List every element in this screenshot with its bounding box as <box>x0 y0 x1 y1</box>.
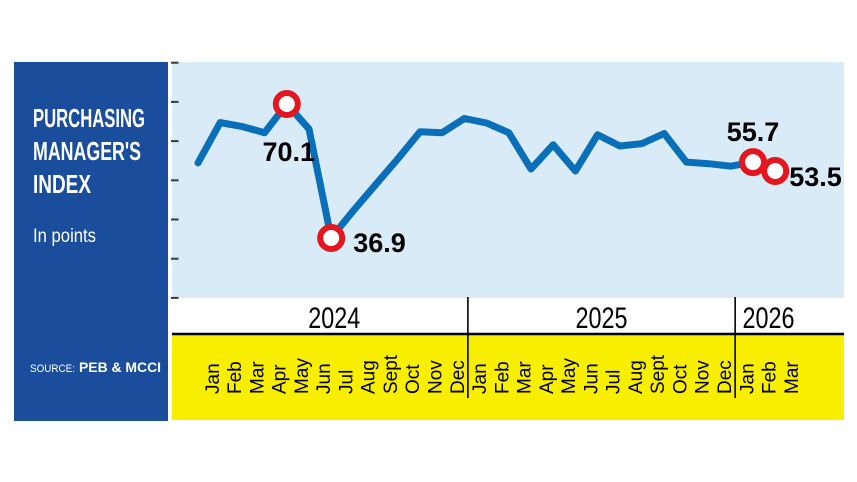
point-value-label: 70.1 <box>263 137 316 167</box>
month-tick-label: Aug <box>626 360 647 394</box>
chart-title-line3: INDEX <box>33 169 91 199</box>
data-point-marker <box>739 148 767 177</box>
month-tick-label: Dec <box>448 360 469 394</box>
month-tick-label: Mar <box>515 361 536 394</box>
month-axis-band <box>172 335 844 420</box>
data-point-marker <box>761 156 790 185</box>
point-value-label: 53.5 <box>789 162 842 192</box>
month-tick-label: Jan <box>470 363 491 394</box>
month-tick-label: Feb <box>760 361 781 394</box>
month-tick-label: Feb <box>492 361 513 394</box>
month-tick-label: Nov <box>426 360 447 394</box>
month-tick-label: Jan <box>203 363 224 394</box>
month-tick-label: Jul <box>336 370 357 394</box>
month-tick-label: Oct <box>670 364 691 394</box>
month-tick-label: Sept <box>648 354 669 394</box>
month-tick-label: Dec <box>715 360 736 394</box>
month-tick-label: Jun <box>314 363 335 394</box>
month-tick-label: Mar <box>247 361 268 394</box>
point-value-label: 55.7 <box>727 117 780 147</box>
plot-area <box>172 62 844 298</box>
month-tick-label: Aug <box>359 360 380 394</box>
chart-unit-label: In points <box>33 226 96 247</box>
data-point-marker <box>317 223 346 252</box>
month-tick-label: Jul <box>604 370 625 394</box>
month-tick-label: May <box>559 358 580 394</box>
chart-title-line1: PURCHASING <box>33 103 145 133</box>
year-label: 2026 <box>743 302 795 335</box>
year-label: 2025 <box>576 302 628 335</box>
data-point-marker <box>272 90 301 118</box>
month-tick-label: Sept <box>381 354 402 394</box>
source-prefix: SOURCE: <box>30 363 75 375</box>
month-tick-label: Jun <box>581 363 602 394</box>
chart-title-line2: MANAGER'S <box>33 136 141 166</box>
month-tick-label: Mar <box>782 361 803 394</box>
month-tick-label: Oct <box>403 364 424 394</box>
month-tick-label: May <box>292 358 313 394</box>
point-value-label: 36.9 <box>353 228 406 258</box>
source-name: PEB & MCCI <box>79 359 161 375</box>
month-tick-label: Apr <box>537 364 558 394</box>
headline-panel <box>14 62 168 421</box>
month-tick-label: Feb <box>225 361 246 394</box>
month-tick-label: Jan <box>737 363 758 394</box>
month-tick-label: Apr <box>270 364 291 394</box>
month-tick-label: Nov <box>693 360 714 394</box>
year-label: 2024 <box>308 302 360 335</box>
